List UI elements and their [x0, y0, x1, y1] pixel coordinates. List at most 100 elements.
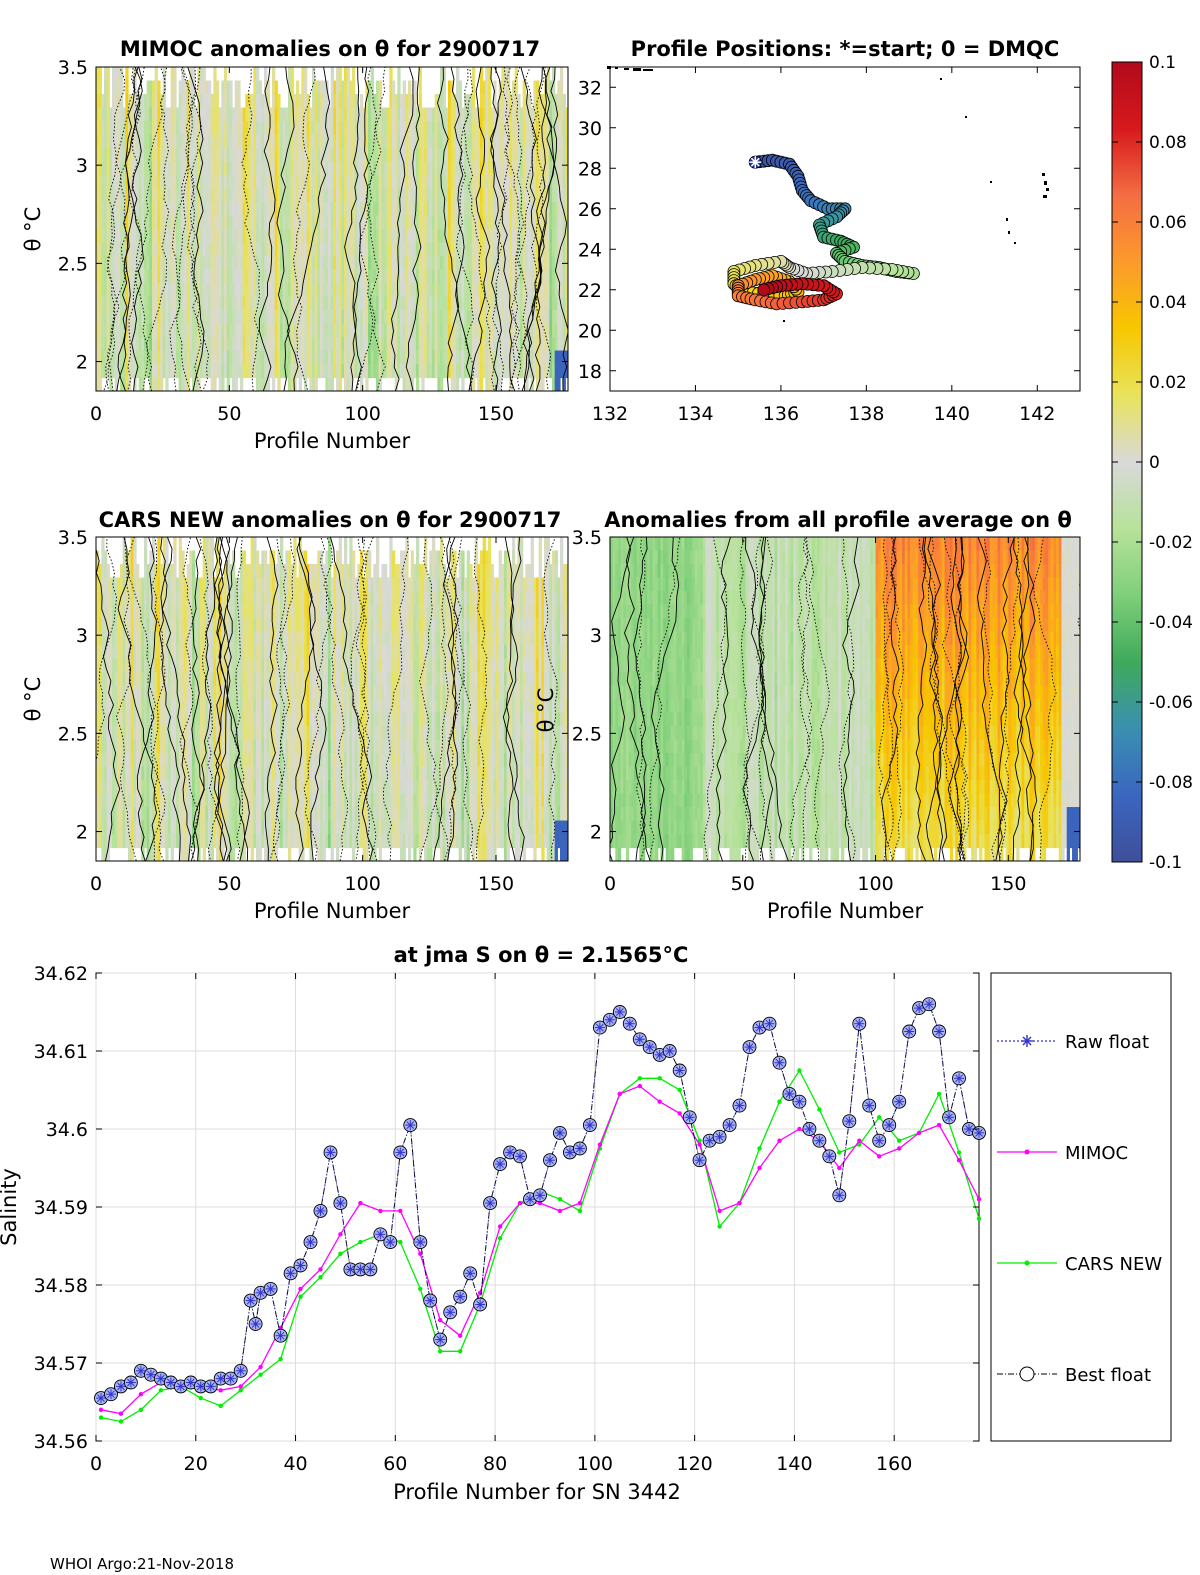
heatmap-cell: [530, 283, 534, 298]
heatmap-cell: [120, 672, 124, 687]
heatmap-cell: [482, 175, 486, 190]
heatmap-cell: [501, 121, 505, 136]
heatmap-cell: [253, 364, 257, 379]
heatmap-cell: [405, 377, 409, 391]
heatmap-cell: [274, 283, 278, 298]
heatmap-cell: [378, 161, 382, 176]
heatmap-cell: [304, 80, 308, 95]
heatmap-cell: [274, 215, 278, 230]
heatmap-cell: [290, 134, 294, 149]
heatmap-cell: [325, 242, 329, 257]
heatmap-cell: [138, 577, 142, 592]
heatmap-cell: [493, 134, 497, 149]
heatmap-cell: [96, 820, 100, 835]
heatmap-cell: [448, 148, 452, 163]
heatmap-cell: [522, 134, 526, 149]
heatmap-cell: [213, 256, 217, 271]
heatmap-cell: [445, 283, 449, 298]
heatmap-cell: [173, 780, 177, 795]
heatmap-cell: [205, 283, 209, 298]
heatmap-cell: [485, 283, 489, 298]
heatmap-cell: [485, 134, 489, 149]
heatmap-cell: [264, 283, 268, 298]
heatmap-cell: [277, 323, 281, 338]
heatmap-cell: [288, 296, 292, 311]
heatmap-cell: [117, 67, 121, 82]
heatmap-cell: [477, 175, 481, 190]
heatmap-cell: [461, 242, 465, 257]
heatmap-cell: [208, 175, 212, 190]
heatmap-cell: [306, 350, 310, 365]
heatmap-cell: [525, 229, 529, 244]
heatmap-cell: [314, 242, 318, 257]
heatmap-cell: [157, 310, 161, 325]
heatmap-cell: [549, 310, 553, 325]
heatmap-cell: [226, 283, 230, 298]
heatmap-cell: [157, 631, 161, 646]
heatmap-cell: [210, 296, 214, 311]
heatmap-cell: [442, 296, 446, 311]
heatmap-cell: [538, 188, 542, 203]
heatmap-cell: [181, 67, 185, 82]
heatmap-cell: [522, 242, 526, 257]
heatmap-cell: [434, 337, 438, 352]
heatmap-cell: [400, 337, 404, 352]
heatmap-cell: [562, 377, 566, 391]
heatmap-cell: [125, 807, 129, 822]
heatmap-cell: [512, 107, 516, 122]
heatmap-cell: [512, 80, 516, 95]
heatmap-cell: [320, 242, 324, 257]
heatmap-cell: [530, 296, 534, 311]
heatmap-cell: [296, 121, 300, 136]
heatmap-cell: [554, 283, 558, 298]
heatmap-cell: [389, 283, 393, 298]
heatmap-cell: [280, 161, 284, 176]
heatmap-cell: [469, 94, 473, 109]
heatmap-cell: [349, 377, 353, 391]
heatmap-cell: [101, 631, 105, 646]
heatmap-cell: [493, 337, 497, 352]
heatmap-cell: [112, 269, 116, 284]
heatmap-cell: [504, 242, 508, 257]
heatmap-cell: [117, 726, 121, 741]
heatmap-cell: [392, 296, 396, 311]
heatmap-cell: [250, 121, 254, 136]
heatmap-cell: [152, 188, 156, 203]
heatmap-cell: [520, 121, 524, 136]
heatmap-cell: [552, 283, 556, 298]
heatmap-cell: [472, 229, 476, 244]
heatmap-cell: [349, 323, 353, 338]
contour-line: [142, 67, 170, 391]
heatmap-cell: [376, 107, 380, 122]
heatmap-cell: [213, 188, 217, 203]
heatmap-cell: [210, 148, 214, 163]
heatmap-cell: [232, 134, 236, 149]
heatmap-cell: [354, 283, 358, 298]
heatmap-cell: [226, 323, 230, 338]
heatmap-cell: [242, 337, 246, 352]
heatmap-cell: [162, 685, 166, 700]
heatmap-cell: [184, 377, 188, 391]
heatmap-cell: [136, 350, 140, 365]
heatmap-cell: [221, 283, 225, 298]
heatmap-cell: [248, 148, 252, 163]
heatmap-cell: [378, 296, 382, 311]
heatmap-cell: [346, 175, 350, 190]
heatmap-cell: [522, 229, 526, 244]
heatmap-cell: [194, 269, 198, 284]
heatmap-cell: [501, 310, 505, 325]
heatmap-cell: [546, 80, 550, 95]
heatmap-cell: [344, 377, 348, 391]
heatmap-cell: [170, 793, 174, 808]
heatmap-cell: [160, 202, 164, 217]
heatmap-cell: [117, 148, 121, 163]
heatmap-cell: [477, 377, 481, 391]
heatmap-cell: [322, 337, 326, 352]
heatmap-cell: [144, 780, 148, 795]
heatmap-cell: [216, 148, 220, 163]
heatmap-cell: [442, 161, 446, 176]
heatmap-cell: [232, 350, 236, 365]
heatmap-cell: [114, 161, 118, 176]
heatmap-cell: [242, 202, 246, 217]
heatmap-cell: [368, 202, 372, 217]
